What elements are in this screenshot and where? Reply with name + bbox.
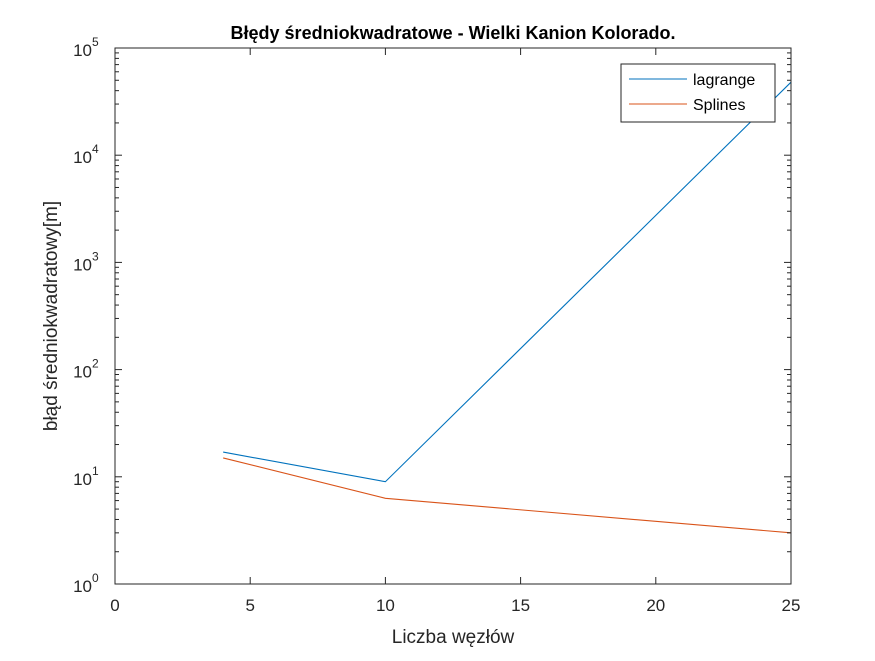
- y-tick-exponent: 0: [92, 571, 99, 585]
- axes-box: [114, 47, 792, 585]
- x-tick-label: 0: [110, 596, 119, 615]
- y-tick-exponent: 5: [92, 35, 99, 49]
- series-layer: [223, 81, 791, 534]
- series-line-splines: [223, 457, 791, 534]
- x-tick-label: 15: [511, 596, 530, 615]
- plot-area: [115, 48, 791, 584]
- legend-box: [620, 63, 776, 123]
- x-axis-label: Liczba węzłów: [392, 627, 515, 648]
- chart-title: Błędy średniokwadratowe - Wielki Kanion …: [231, 23, 676, 43]
- y-tick-exponent: 3: [92, 249, 99, 263]
- x-tick-label: 10: [376, 596, 395, 615]
- y-tick-exponent: 4: [92, 142, 99, 156]
- legend-label-splines: Splines: [693, 97, 745, 114]
- x-tick-label: 5: [245, 596, 254, 615]
- y-tick-label: 10: [73, 148, 92, 167]
- series-line-lagrange: [223, 81, 791, 483]
- y-tick-exponent: 1: [92, 464, 99, 478]
- y-tick-label: 10: [73, 41, 92, 60]
- x-tick-label: 20: [646, 596, 665, 615]
- y-tick-label: 10: [73, 470, 92, 489]
- y-axis-label: błąd średniokwadratowy[m]: [41, 201, 62, 431]
- legend: lagrange Splines: [620, 63, 776, 123]
- y-tick-exponent: 2: [92, 357, 99, 371]
- y-tick-label: 10: [73, 577, 92, 596]
- y-tick-label: 10: [73, 363, 92, 382]
- y-tick-label: 10: [73, 255, 92, 274]
- legend-label-lagrange: lagrange: [693, 72, 755, 89]
- x-tick-label: 25: [782, 596, 801, 615]
